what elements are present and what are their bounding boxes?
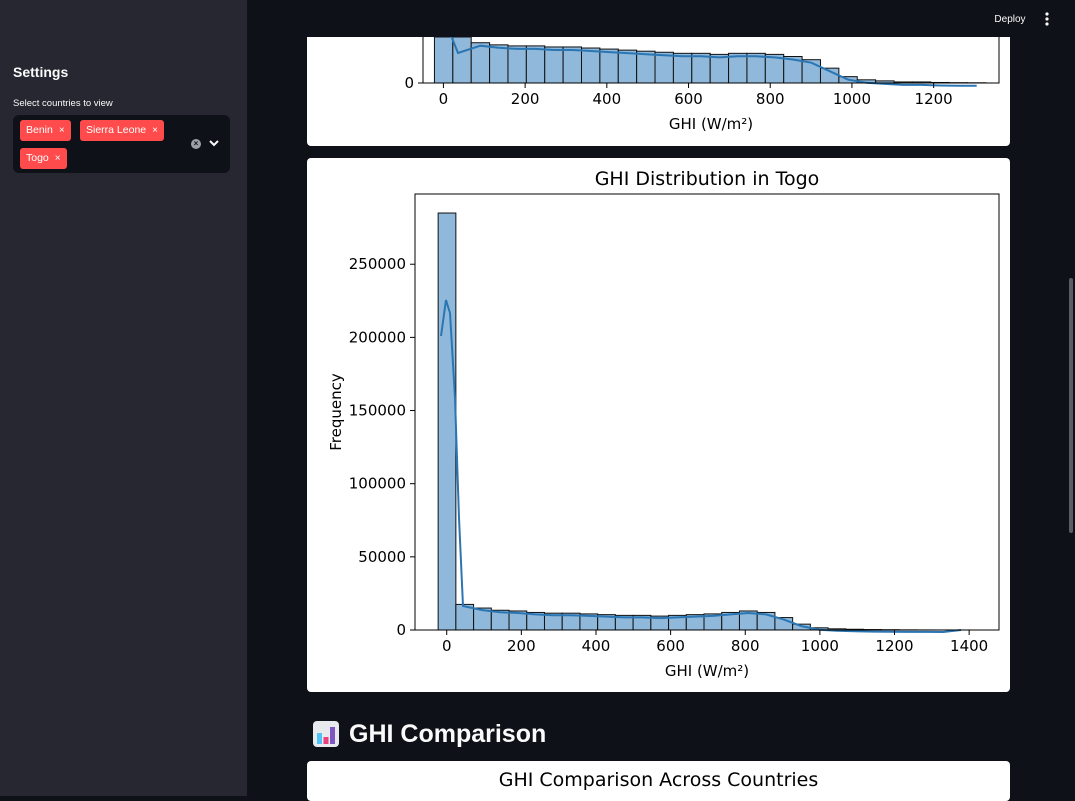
chart-card-previous: 0 200 400 600 800 1000 1200 0 GHI (W/m²) [307,37,1010,146]
plot-frame [415,194,999,630]
histogram-bar [508,46,526,83]
x-tick-label: 800 [731,637,760,655]
section-heading: GHI Comparison [312,717,546,751]
x-axis-label: GHI (W/m²) [665,662,749,680]
histogram-bar [673,53,691,83]
y-tick-label: 0 [404,74,414,92]
main-scrollbar[interactable] [1069,278,1073,533]
x-tick-label: 200 [507,637,536,655]
remove-tag-icon[interactable]: × [55,153,61,164]
tag-sierra-leone[interactable]: Sierra Leone × [80,120,164,141]
kde-line [441,300,961,632]
x-tick-label: 1000 [833,90,871,108]
histogram-bar [490,45,508,83]
sidebar: Settings Select countries to view Benin ×… [0,0,247,796]
tag-label: Togo [26,152,49,164]
y-tick-label: 250000 [349,255,406,273]
histogram-bar [582,48,600,83]
histogram-bar [453,37,471,83]
histogram-bar [655,52,673,83]
x-tick-label: 1200 [875,637,913,655]
y-tick-label: 50000 [358,548,406,566]
ghi-histogram-previous: 0 200 400 600 800 1000 1200 0 GHI (W/m²) [307,37,1010,146]
histogram-bar [618,50,636,83]
y-tick-label: 100000 [349,475,406,493]
x-tick-label: 1200 [915,90,953,108]
vertical-ellipsis-icon[interactable] [1040,10,1054,30]
clear-all-icon[interactable]: × [191,139,201,149]
tag-togo[interactable]: Togo × [20,148,67,169]
histogram-bar [438,213,456,630]
remove-tag-icon[interactable]: × [59,125,65,136]
x-tick-label: 600 [656,637,685,655]
y-tick-label: 200000 [349,328,406,346]
histogram-bar [563,47,581,83]
x-tick-label: 400 [593,90,622,108]
histogram-bar [600,49,618,83]
deploy-button[interactable]: Deploy [988,10,1032,30]
x-tick-label: 600 [674,90,703,108]
y-axis-label: Frequency [327,373,345,451]
comparison-chart-title: GHI Comparison Across Countries [307,769,1010,791]
histogram-bar [692,53,710,83]
histogram-bar [637,51,655,83]
histogram-bar [747,53,765,83]
chart-title: GHI Distribution in Togo [595,168,820,190]
histogram-bar [545,47,563,83]
x-tick-label: 0 [439,90,449,108]
histogram-bar [729,53,747,83]
x-tick-label: 200 [511,90,540,108]
tag-label: Sierra Leone [86,124,146,136]
x-tick-label: 800 [756,90,785,108]
country-select-label: Select countries to view [13,98,113,109]
tag-label: Benin [26,124,53,136]
ghi-histogram-togo: 0 200 400 600 800 1000 1200 1400 0 50000 100000 150… [307,158,1010,692]
section-heading-text: GHI Comparison [349,720,546,749]
y-tick-label: 150000 [349,402,406,420]
histogram-bar [710,54,728,83]
x-tick-label: 0 [442,637,452,655]
histogram-bar [526,46,544,83]
bar-chart-icon [312,720,340,748]
tag-benin[interactable]: Benin × [20,120,71,141]
x-tick-label: 1000 [801,637,839,655]
country-multiselect[interactable]: Benin × Sierra Leone × Togo × × [13,115,230,173]
chevron-down-icon[interactable] [207,135,221,151]
x-tick-label: 1400 [950,637,988,655]
x-tick-label: 400 [582,637,611,655]
x-axis-label: GHI (W/m²) [669,115,753,133]
chart-card-comparison: GHI Comparison Across Countries [307,761,1010,801]
histogram-bar [434,37,452,83]
sidebar-title: Settings [13,64,68,80]
remove-tag-icon[interactable]: × [152,125,158,136]
y-tick-label: 0 [396,621,406,639]
chart-card-togo: 0 200 400 600 800 1000 1200 1400 0 50000 100000 150… [307,158,1010,692]
